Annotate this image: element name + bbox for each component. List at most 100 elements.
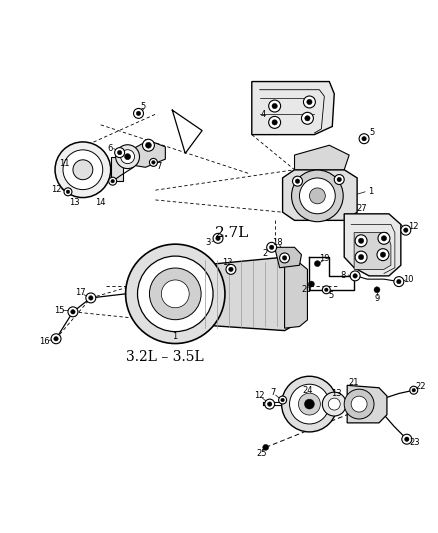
Text: 24: 24 <box>302 386 313 395</box>
Circle shape <box>272 103 277 109</box>
Circle shape <box>216 236 220 240</box>
Circle shape <box>358 254 364 260</box>
Circle shape <box>263 445 268 450</box>
Circle shape <box>109 177 117 185</box>
Text: 10: 10 <box>403 274 414 284</box>
Circle shape <box>337 177 342 182</box>
Circle shape <box>378 232 390 244</box>
Text: 5: 5 <box>328 291 334 300</box>
Circle shape <box>54 336 58 341</box>
Circle shape <box>142 139 155 151</box>
Circle shape <box>229 267 233 272</box>
Circle shape <box>115 148 124 158</box>
Circle shape <box>265 399 275 409</box>
Text: 5: 5 <box>369 128 374 138</box>
Circle shape <box>213 233 223 243</box>
Text: 2.7L: 2.7L <box>215 225 249 240</box>
Circle shape <box>272 120 277 125</box>
Circle shape <box>55 142 111 198</box>
Text: 14: 14 <box>95 198 106 207</box>
Text: 12: 12 <box>254 391 265 400</box>
Text: 25: 25 <box>257 449 267 458</box>
Text: 1: 1 <box>368 187 374 196</box>
Circle shape <box>305 116 310 121</box>
Circle shape <box>134 108 144 118</box>
Circle shape <box>309 188 325 204</box>
Polygon shape <box>252 82 334 135</box>
Circle shape <box>64 188 72 196</box>
Polygon shape <box>111 157 123 181</box>
Circle shape <box>279 253 290 263</box>
Circle shape <box>374 287 380 293</box>
Circle shape <box>304 399 314 409</box>
Circle shape <box>279 396 286 404</box>
Circle shape <box>136 111 141 116</box>
Text: 3: 3 <box>205 238 211 247</box>
Circle shape <box>126 244 225 344</box>
Circle shape <box>380 252 385 257</box>
Text: 19: 19 <box>319 254 329 263</box>
Polygon shape <box>283 169 357 220</box>
Text: 12: 12 <box>222 257 232 266</box>
Text: 27: 27 <box>357 204 367 213</box>
Text: 7: 7 <box>270 388 276 397</box>
Circle shape <box>314 261 320 266</box>
Circle shape <box>281 398 284 402</box>
Circle shape <box>268 116 281 128</box>
Circle shape <box>328 398 340 410</box>
Circle shape <box>307 99 312 104</box>
Circle shape <box>63 150 103 190</box>
Circle shape <box>149 268 201 320</box>
Circle shape <box>412 389 416 392</box>
Text: 5: 5 <box>141 102 146 111</box>
Circle shape <box>402 434 412 444</box>
Text: 21: 21 <box>349 377 360 386</box>
Circle shape <box>298 393 320 415</box>
Circle shape <box>308 281 314 287</box>
Text: 6: 6 <box>107 144 113 153</box>
Circle shape <box>353 273 357 278</box>
Circle shape <box>269 245 274 249</box>
Circle shape <box>116 145 140 168</box>
Circle shape <box>86 293 96 303</box>
Text: 22: 22 <box>416 382 426 391</box>
Text: 13: 13 <box>331 389 342 398</box>
Circle shape <box>358 238 364 244</box>
Circle shape <box>359 134 369 144</box>
Circle shape <box>124 154 131 160</box>
Circle shape <box>268 100 281 112</box>
Circle shape <box>322 286 330 294</box>
Circle shape <box>304 96 315 108</box>
Circle shape <box>355 251 367 263</box>
Polygon shape <box>285 261 307 328</box>
Circle shape <box>66 190 70 193</box>
Circle shape <box>68 307 78 317</box>
Circle shape <box>71 310 75 314</box>
Text: 16: 16 <box>39 337 49 346</box>
Circle shape <box>51 334 61 344</box>
Circle shape <box>397 279 401 284</box>
Text: 11: 11 <box>59 159 69 168</box>
Circle shape <box>282 376 337 432</box>
Polygon shape <box>131 140 165 167</box>
Circle shape <box>283 256 287 260</box>
Circle shape <box>290 384 329 424</box>
Circle shape <box>295 179 300 183</box>
Circle shape <box>120 150 134 164</box>
Circle shape <box>350 271 360 281</box>
Circle shape <box>149 158 157 166</box>
Circle shape <box>138 256 213 332</box>
Text: 12: 12 <box>409 222 419 231</box>
Circle shape <box>394 277 404 287</box>
Circle shape <box>88 296 93 300</box>
Circle shape <box>73 160 93 180</box>
Circle shape <box>268 402 272 406</box>
Text: 17: 17 <box>76 288 86 297</box>
Circle shape <box>362 136 366 141</box>
Polygon shape <box>294 145 349 169</box>
Text: 4: 4 <box>261 110 266 119</box>
Polygon shape <box>200 257 294 330</box>
Circle shape <box>145 142 152 148</box>
Circle shape <box>300 178 335 214</box>
Polygon shape <box>347 385 387 423</box>
